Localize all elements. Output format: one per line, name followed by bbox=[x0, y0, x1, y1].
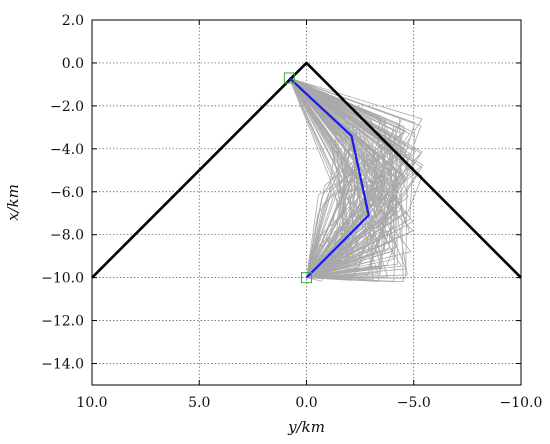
marker-0 bbox=[283, 72, 295, 84]
y-tick-label-7: −12.0 bbox=[41, 314, 84, 330]
y-tick-label-5: −8.0 bbox=[50, 228, 84, 244]
y-axis-title: x/km bbox=[4, 184, 22, 221]
cloud-trajectory bbox=[289, 77, 382, 278]
y-axis-ticks: 2.0 0.0 −2.0 −4.0 −6.0 −8.0 −10.0 −12.0 −14.0 bbox=[41, 13, 521, 373]
x-tick-label-4: −10.0 bbox=[500, 395, 543, 411]
x-axis-title: y/km bbox=[287, 418, 325, 436]
series-lines bbox=[91, 61, 522, 279]
cloud-trajectory bbox=[289, 77, 416, 278]
y-tick-label-4: −6.0 bbox=[50, 185, 84, 201]
x-axis-ticks: 10.0 5.0 0.0 −5.0 −10.0 bbox=[76, 20, 542, 411]
grid-lines bbox=[92, 20, 521, 385]
cloud-trajectory bbox=[289, 77, 407, 278]
y-tick-label-0: 2.0 bbox=[62, 13, 84, 29]
cloud-trajectory bbox=[288, 77, 382, 278]
cloud-trajectory bbox=[288, 77, 398, 278]
cloud-trajectory bbox=[289, 77, 406, 278]
cloud-trajectory bbox=[288, 77, 350, 278]
cloud-trajectory bbox=[289, 77, 415, 278]
x-tick-label-2: 0.0 bbox=[295, 395, 317, 411]
y-tick-label-2: −2.0 bbox=[50, 99, 84, 115]
cloud-trajectory bbox=[289, 77, 411, 278]
cloud-trajectory bbox=[289, 77, 404, 283]
series-line-1 bbox=[288, 77, 370, 279]
trajectory-cloud bbox=[288, 77, 424, 283]
endpoint-markers bbox=[283, 72, 312, 284]
cloud-trajectory bbox=[289, 77, 403, 278]
y-tick-label-6: −10.0 bbox=[41, 271, 84, 287]
series-line-0 bbox=[91, 61, 522, 279]
y-tick-label-3: −4.0 bbox=[50, 142, 84, 158]
x-tick-label-1: 5.0 bbox=[188, 395, 210, 411]
cloud-trajectory bbox=[289, 77, 373, 278]
cloud-trajectory bbox=[289, 77, 388, 278]
x-tick-label-0: 10.0 bbox=[76, 395, 107, 411]
cloud-trajectory bbox=[288, 77, 343, 278]
y-tick-label-1: 0.0 bbox=[62, 56, 84, 72]
cloud-trajectory bbox=[289, 77, 422, 278]
y-tick-label-8: −14.0 bbox=[41, 357, 84, 373]
marker-1 bbox=[301, 272, 312, 284]
x-tick-label-3: −5.0 bbox=[397, 395, 431, 411]
cloud-trajectory bbox=[288, 77, 349, 278]
